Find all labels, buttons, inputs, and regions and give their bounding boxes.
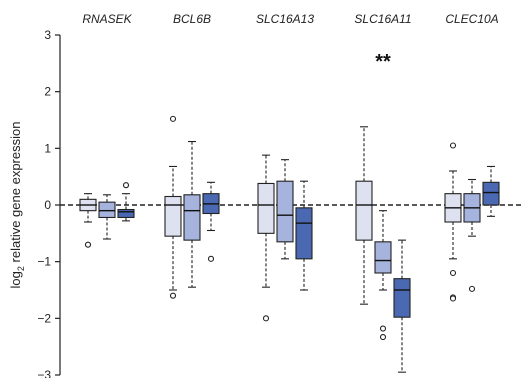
box — [117, 208, 135, 219]
y-tick-label: −3 — [37, 368, 51, 378]
box — [276, 180, 294, 243]
box — [257, 182, 275, 234]
y-axis: −3 −2 −1 0 1 2 3 — [37, 28, 61, 378]
y-tick-label: 3 — [44, 28, 51, 42]
outlier-point — [379, 325, 387, 332]
gene-label: BCL6B — [173, 12, 211, 26]
outlier-point — [468, 285, 476, 292]
box — [164, 195, 182, 237]
outlier-point — [169, 292, 177, 299]
outlier-point — [207, 255, 215, 262]
outlier-point — [449, 269, 457, 277]
outlier-point — [449, 295, 457, 302]
box — [295, 207, 313, 260]
box-groups — [79, 115, 500, 373]
gene-label: SLC16A13 — [256, 12, 314, 26]
box — [393, 278, 411, 318]
y-axis-title-subscript: 2 — [16, 266, 26, 271]
outlier-point — [449, 142, 457, 149]
y-tick-label: 0 — [44, 198, 51, 212]
y-axis-title-rest: relative gene expression — [8, 122, 23, 267]
gene-label: CLEC10A — [445, 12, 498, 26]
box-group — [355, 126, 411, 373]
box — [355, 180, 373, 241]
y-axis-title-main: log — [8, 271, 23, 288]
box-group — [79, 182, 135, 248]
outlier-point — [262, 315, 270, 322]
outlier-point — [379, 333, 387, 341]
significance-marker: ** — [375, 51, 391, 73]
box-group — [164, 115, 220, 299]
box-group — [444, 142, 500, 302]
significance-labels: ** — [375, 51, 391, 73]
box — [98, 201, 116, 219]
y-tick-label: −1 — [37, 255, 51, 269]
y-axis-title: log2 relative gene expression — [8, 122, 26, 289]
box — [374, 241, 392, 274]
outlier-point — [84, 241, 92, 248]
gene-labels: RNASEK BCL6B SLC16A13 SLC16A11 CLEC10A — [82, 12, 498, 26]
outlier-point — [122, 182, 130, 189]
y-tick-label: 1 — [44, 141, 51, 155]
gene-label: SLC16A11 — [354, 12, 411, 26]
y-tick-label: −2 — [37, 311, 51, 325]
box — [482, 181, 500, 206]
box-group — [257, 154, 313, 322]
box — [183, 194, 201, 241]
outlier-point — [169, 115, 177, 122]
gene-label: RNASEK — [82, 12, 132, 26]
y-tick-label: 2 — [44, 85, 51, 99]
